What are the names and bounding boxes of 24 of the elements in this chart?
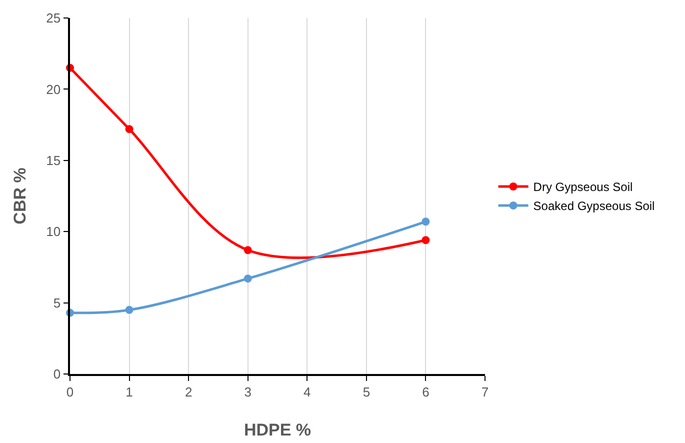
point xyxy=(422,236,430,244)
point xyxy=(125,306,134,314)
point xyxy=(125,125,134,134)
point xyxy=(422,218,430,226)
x-tick-label: 6 xyxy=(422,384,430,400)
legend-label: Dry Gypseous Soil xyxy=(533,180,633,194)
y-axis-title: CBR % xyxy=(10,168,30,224)
y-tick-label: 5 xyxy=(53,295,61,310)
point xyxy=(244,274,252,283)
y-tick-label: 25 xyxy=(46,10,61,26)
x-tick-label: 5 xyxy=(362,384,370,400)
x-tick-label: 3 xyxy=(244,384,252,400)
x-tick-label: 0 xyxy=(66,384,74,400)
y-tick-label: 20 xyxy=(46,82,61,97)
x-tick-label: 7 xyxy=(481,384,489,400)
y-tick-label: 15 xyxy=(46,152,61,168)
y-tick-label: 10 xyxy=(46,224,61,240)
x-tick-label: 1 xyxy=(126,384,133,400)
x-tick-label: 2 xyxy=(184,384,192,400)
x-tick-label: 4 xyxy=(304,384,311,400)
x-axis-title: HDPE % xyxy=(244,420,312,440)
y-tick-label: 0 xyxy=(53,366,61,382)
point xyxy=(244,246,252,254)
legend-label: Soaked Gypseous Soil xyxy=(533,199,655,214)
